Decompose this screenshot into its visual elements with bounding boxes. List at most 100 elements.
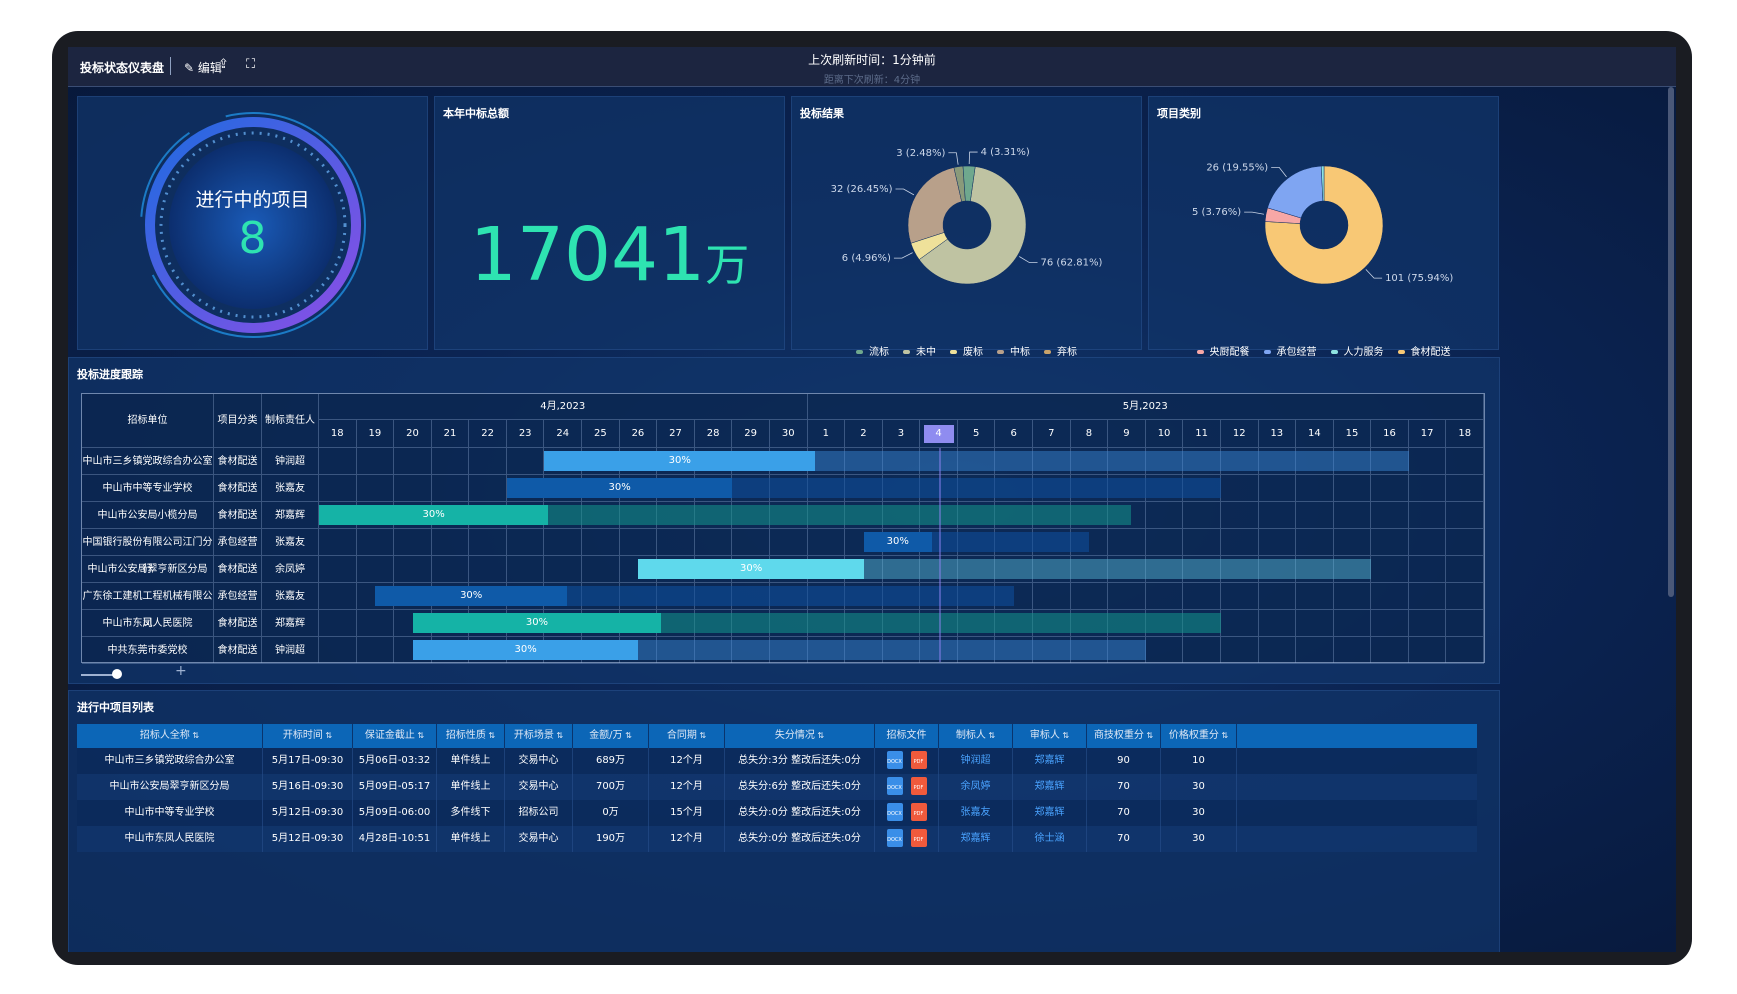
docx-file-icon[interactable]: DOCX xyxy=(886,803,903,821)
pdf-file-icon[interactable]: PDF xyxy=(910,803,927,821)
docx-file-icon[interactable]: DOCX xyxy=(886,751,903,769)
gantt-grid-cell xyxy=(694,529,733,556)
legend-item[interactable]: 废标 xyxy=(950,347,983,358)
bid-result-legend: 流标 未中 废标 中标 弃标 xyxy=(792,343,1141,358)
gantt-progress[interactable]: 30% xyxy=(863,532,932,552)
next-refresh-text: 距离下次刷新：4分钟 xyxy=(823,75,921,86)
gantt-row-owner: 钟润超 xyxy=(262,448,319,475)
column-header[interactable]: 合同期 ⇅ xyxy=(649,724,725,748)
gantt-grid-cell xyxy=(845,637,883,664)
gantt-progress[interactable]: 30% xyxy=(638,559,864,579)
legend-label: 人力服务 xyxy=(1343,347,1384,358)
edit-button[interactable]: ✎ 编辑 xyxy=(184,59,222,76)
gantt-grid-cell xyxy=(1145,637,1184,664)
column-header[interactable]: 金额/万 ⇅ xyxy=(573,724,649,748)
share-icon[interactable]: ⇪ xyxy=(218,57,229,72)
column-header[interactable]: 价格权重分 ⇅ xyxy=(1161,724,1237,748)
column-header[interactable]: 开标场景 ⇅ xyxy=(505,724,573,748)
pie-slice-2[interactable] xyxy=(907,167,962,244)
sort-icon[interactable]: ⇅ xyxy=(485,731,496,740)
column-header[interactable]: 开标时间 ⇅ xyxy=(263,724,353,748)
pie-slice-2[interactable] xyxy=(1267,165,1324,219)
sort-icon[interactable]: ⇅ xyxy=(1059,731,1070,740)
legend-item[interactable]: 弃标 xyxy=(1044,347,1077,358)
gantt-grid-cell xyxy=(845,448,883,475)
legend-item[interactable]: 央厨配餐 xyxy=(1196,347,1250,358)
table-row[interactable]: 中山市东凤人民医院 5月12日-09:30 4月28日-10:51 单件线上 交易中心 1… xyxy=(77,826,1477,852)
gantt-progress[interactable]: 30% xyxy=(506,478,733,498)
table-cell[interactable]: 钟润超 xyxy=(939,748,1013,774)
column-header[interactable]: 制标人 ⇅ xyxy=(939,724,1013,748)
legend-label: 承包经营 xyxy=(1276,347,1317,358)
table-cell[interactable]: 郑嘉辉 xyxy=(1013,774,1087,800)
category-legend: 央厨配餐 承包经营 人力服务 食材配送 xyxy=(1149,343,1498,358)
gantt-progress[interactable]: 30% xyxy=(544,451,816,471)
table-cell[interactable]: 郑嘉辉 xyxy=(1013,748,1087,774)
zoom-slider-track xyxy=(81,674,117,676)
gantt-grid-cell xyxy=(356,556,395,583)
fullscreen-icon[interactable]: ⛶ xyxy=(246,57,256,72)
table-cell[interactable]: 余凤婷 xyxy=(939,774,1013,800)
table-cell: 10 xyxy=(1161,748,1237,774)
pie-slice-0[interactable] xyxy=(918,166,1027,285)
table-row[interactable]: 中山市公安局翠亨新区分局 5月16日-09:30 5月09日-05:17 单件线上 交易… xyxy=(77,774,1477,800)
legend-item[interactable]: 流标 xyxy=(856,347,889,358)
table-row[interactable]: 中山市三乡镇党政综合办公室 5月17日-09:30 5月06日-03:32 单件线上交… xyxy=(77,748,1477,774)
sort-icon[interactable]: ⇅ xyxy=(622,731,632,740)
sort-icon[interactable]: ⇅ xyxy=(553,731,564,740)
sort-icon[interactable]: ⇅ xyxy=(814,731,825,740)
gantt-progress[interactable]: 30% xyxy=(319,505,549,525)
column-header[interactable]: 失分情况 ⇅ xyxy=(725,724,875,748)
table-cell[interactable]: 张嘉友 xyxy=(939,800,1013,826)
legend-swatch xyxy=(903,350,910,354)
sort-icon[interactable]: ⇅ xyxy=(1218,731,1229,740)
gantt-grid-cell xyxy=(356,637,395,664)
page-scrollbar[interactable] xyxy=(1668,87,1674,597)
table-cell: 5月09日-06:00 xyxy=(353,800,437,826)
sort-icon[interactable]: ⇅ xyxy=(1143,731,1154,740)
legend-item[interactable]: 中标 xyxy=(997,347,1030,358)
pdf-file-icon[interactable]: PDF xyxy=(910,829,927,847)
column-header[interactable]: 招标性质 ⇅ xyxy=(437,724,505,748)
zoom-in-icon[interactable]: + xyxy=(175,663,187,679)
docx-file-icon[interactable]: DOCX xyxy=(886,777,903,795)
gantt-progress[interactable]: 30% xyxy=(412,613,661,633)
gantt-grid-cell xyxy=(356,610,395,637)
gantt-progress[interactable]: 30% xyxy=(375,586,568,606)
column-header[interactable]: 保证金截止 ⇅ xyxy=(353,724,437,748)
legend-swatch xyxy=(1263,350,1271,354)
table-row[interactable]: 中山市中等专业学校 5月12日-09:30 5月09日-06:00 多件线下 招标公司 0… xyxy=(77,800,1477,826)
sort-icon[interactable]: ⇅ xyxy=(985,731,996,740)
sort-icon[interactable]: ⇅ xyxy=(414,731,425,740)
legend-item[interactable]: 承包经营 xyxy=(1263,347,1317,358)
column-header[interactable]: 审标人 ⇅ xyxy=(1013,724,1087,748)
sort-icon[interactable]: ⇅ xyxy=(322,731,333,740)
column-label: 合同期 xyxy=(666,730,697,741)
pie-slice-0[interactable] xyxy=(1264,165,1384,285)
pdf-file-icon[interactable]: PDF xyxy=(910,751,927,769)
table-cell[interactable]: 郑嘉辉 xyxy=(939,826,1013,852)
column-header[interactable]: 招标人全称 ⇅ xyxy=(77,724,263,748)
table-cell: 30 xyxy=(1161,826,1237,852)
column-header[interactable]: 商技权重分 ⇅ xyxy=(1087,724,1161,748)
gantt-month-april: 4月,2023 xyxy=(319,394,808,420)
pie-slice-3[interactable] xyxy=(1320,165,1325,202)
gantt-day: 6 xyxy=(995,420,1034,448)
gantt-grid-cell xyxy=(1220,475,1259,502)
table-cell[interactable]: 徐士涵 xyxy=(1013,826,1087,852)
legend-item[interactable]: 食材配送 xyxy=(1397,347,1451,358)
table-cell: 4月28日-10:51 xyxy=(353,826,437,852)
sort-icon[interactable]: ⇅ xyxy=(696,731,707,740)
table-cell[interactable]: 郑嘉辉 xyxy=(1013,800,1087,826)
today-marker: 4 xyxy=(923,425,954,443)
pie-slice-4[interactable] xyxy=(962,165,976,202)
pdf-file-icon[interactable]: PDF xyxy=(910,777,927,795)
sort-icon[interactable]: ⇅ xyxy=(189,731,200,740)
column-header[interactable]: 招标文件 xyxy=(875,724,939,748)
column-label: 制标人 xyxy=(955,730,986,741)
docx-file-icon[interactable]: DOCX xyxy=(886,829,903,847)
gantt-progress[interactable]: 30% xyxy=(412,640,639,660)
zoom-slider-handle[interactable] xyxy=(112,669,122,679)
legend-item[interactable]: 未中 xyxy=(903,347,936,358)
legend-item[interactable]: 人力服务 xyxy=(1330,347,1384,358)
